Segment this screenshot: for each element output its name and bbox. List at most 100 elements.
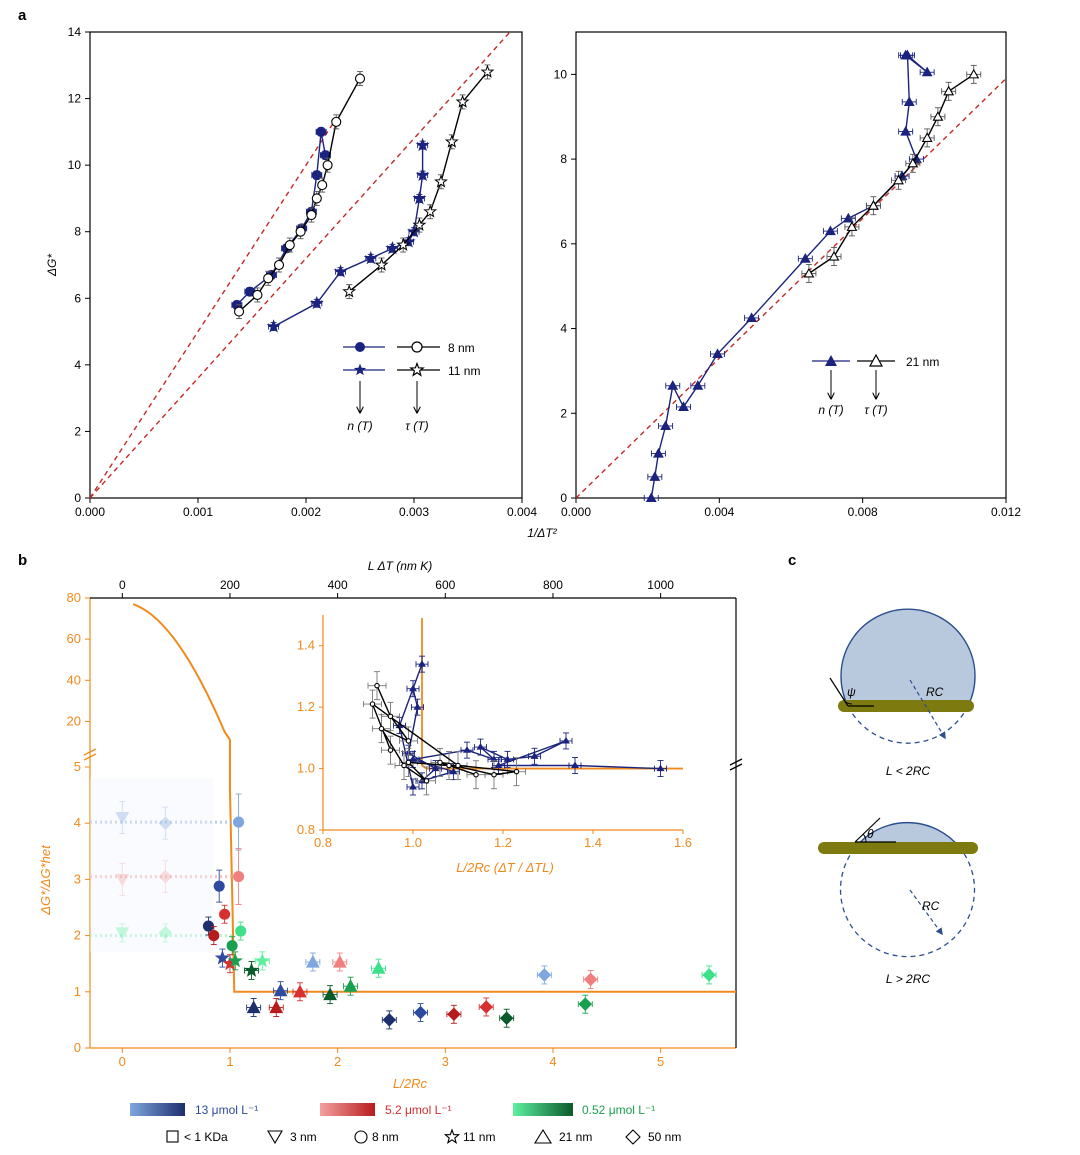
y-tick-label: 4 bbox=[74, 815, 81, 830]
legend-shape-1kda: < 1 KDa bbox=[184, 1130, 228, 1144]
point-group bbox=[499, 1008, 515, 1028]
y-tick-label: 14 bbox=[68, 25, 82, 39]
data-point bbox=[455, 94, 470, 108]
inset-point bbox=[530, 752, 539, 759]
data-point bbox=[907, 157, 919, 168]
data-point bbox=[342, 284, 357, 298]
point-group bbox=[343, 976, 359, 996]
data-point bbox=[243, 962, 260, 977]
x-tick-label: 0.004 bbox=[704, 505, 734, 519]
series-line bbox=[650, 53, 928, 499]
data-point bbox=[235, 925, 247, 937]
data-point bbox=[893, 174, 904, 185]
legend-tri-down-marker bbox=[267, 1130, 283, 1145]
data-point bbox=[273, 983, 288, 997]
data-point bbox=[269, 1000, 284, 1014]
data-point bbox=[578, 997, 593, 1011]
legend-conc-5-2: 5.2 μmol L⁻¹ bbox=[385, 1103, 452, 1117]
y-tick-label: 2 bbox=[74, 928, 81, 943]
panel-c-top: ψ RC L < 2RC bbox=[829, 608, 976, 778]
inset-point bbox=[387, 713, 394, 720]
x-tick-label: 0.008 bbox=[848, 505, 878, 519]
data-point bbox=[396, 237, 411, 251]
data-point bbox=[252, 289, 263, 301]
point-group bbox=[219, 904, 231, 924]
data-point bbox=[219, 908, 231, 920]
data-point bbox=[371, 961, 386, 974]
x-tick-label: 0.004 bbox=[507, 505, 537, 519]
y-tick-label: 40 bbox=[67, 672, 81, 687]
rod-top bbox=[838, 700, 974, 712]
y-tick-label: 6 bbox=[74, 291, 81, 305]
data-point bbox=[115, 873, 130, 887]
x-tick-label: 1.6 bbox=[674, 835, 692, 850]
inset-point bbox=[656, 764, 665, 772]
x-tick-label: 1.4 bbox=[584, 835, 602, 850]
point-group bbox=[536, 965, 552, 985]
x-tick-label: 400 bbox=[328, 578, 348, 592]
data-point bbox=[115, 812, 130, 825]
point-group bbox=[292, 982, 308, 1002]
data-point bbox=[322, 160, 333, 171]
x-tick-label: 0 bbox=[119, 578, 126, 592]
inset-point bbox=[423, 778, 430, 784]
data-point bbox=[333, 264, 348, 278]
legend-marker-circle-filled bbox=[355, 342, 365, 352]
point-group bbox=[243, 960, 260, 980]
point-group bbox=[268, 998, 284, 1017]
legend-shape-50nm: 50 nm bbox=[648, 1130, 681, 1144]
y-tick-label: 20 bbox=[67, 713, 81, 728]
inset-point bbox=[431, 764, 440, 772]
legend-marker-star-open bbox=[409, 361, 425, 377]
x-tick-label: 0 bbox=[119, 1054, 126, 1069]
data-point bbox=[415, 137, 430, 152]
data-point bbox=[415, 167, 430, 182]
a-left-frame bbox=[89, 31, 523, 499]
data-point bbox=[316, 126, 327, 137]
angle-psi: ψ bbox=[847, 685, 856, 699]
data-point bbox=[382, 1013, 397, 1027]
legend-star-marker bbox=[443, 1128, 461, 1144]
b-inset-axes bbox=[322, 615, 683, 831]
data-point bbox=[921, 132, 933, 142]
radius-label-top: RC bbox=[926, 685, 944, 699]
x-tick-label: 5 bbox=[657, 1054, 664, 1069]
caption-top: L < 2RC bbox=[886, 764, 930, 778]
x-tick-label: 600 bbox=[435, 578, 455, 592]
data-point bbox=[828, 250, 840, 261]
x-tick-label: 800 bbox=[543, 578, 563, 592]
data-point bbox=[537, 968, 552, 982]
data-point bbox=[226, 940, 238, 952]
data-point bbox=[263, 273, 274, 284]
data-point bbox=[246, 1000, 261, 1014]
y-tick-label: 4 bbox=[74, 358, 81, 372]
inset-point bbox=[374, 682, 380, 689]
data-point bbox=[678, 401, 689, 411]
y-tick-label: 10 bbox=[68, 158, 82, 172]
data-point bbox=[233, 816, 245, 828]
b-inset-xlabel: L/2Rc (ΔT / ΔTL) bbox=[456, 860, 554, 875]
a-xlabel: 1/ΔT² bbox=[527, 526, 557, 540]
b-inset-plot: 0.8 1.0 1.2 1.4 1.6 0.8 1.0 1.2 1.4 bbox=[297, 618, 692, 850]
legend-conc-13: 13 μmol L⁻¹ bbox=[195, 1103, 258, 1117]
b-legend: 13 μmol L⁻¹ 5.2 μmol L⁻¹ 0.52 μmol L⁻¹ <… bbox=[130, 1103, 681, 1145]
a-right-legend: 21 nm n (T) τ (T) bbox=[812, 353, 939, 417]
point-group bbox=[233, 848, 245, 906]
data-point bbox=[158, 926, 173, 940]
y-tick-label: 1.0 bbox=[297, 761, 315, 776]
inset-point bbox=[413, 703, 422, 710]
data-point bbox=[480, 64, 495, 78]
a-left-plot: 0.000 0.001 0.002 0.003 0.004 0 2 4 6 8 10 12 14 bbox=[68, 25, 538, 519]
point-group bbox=[381, 1010, 397, 1030]
x-tick-label: 0.000 bbox=[561, 505, 591, 519]
legend-conc-0-52: 0.52 μmol L⁻¹ bbox=[582, 1103, 655, 1117]
x-tick-label: 0.8 bbox=[314, 835, 332, 850]
series-line bbox=[238, 78, 361, 313]
inset-point bbox=[405, 738, 412, 744]
b-xlabel: L/2Rc bbox=[393, 1076, 427, 1091]
inset-point bbox=[409, 755, 417, 762]
legend-gradient-blue bbox=[130, 1103, 185, 1116]
legend-marker-triangle-filled bbox=[825, 355, 837, 366]
point-group bbox=[158, 923, 173, 943]
